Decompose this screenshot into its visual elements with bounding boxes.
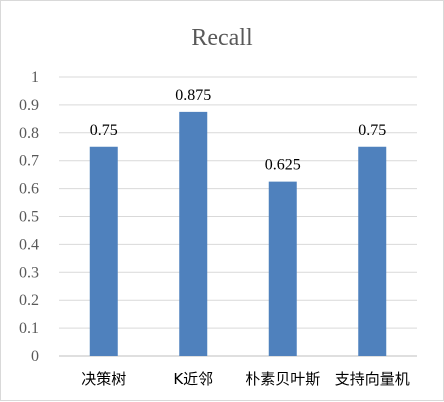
chart-title: Recall — [191, 25, 253, 51]
y-tick-label: 0.1 — [19, 320, 39, 337]
y-tick-label: 0.2 — [19, 292, 39, 309]
y-tick-label: 0.6 — [19, 181, 39, 198]
bar — [358, 147, 386, 356]
bar — [90, 147, 118, 356]
y-axis-ticks: 0 0.1 0.2 0.3 0.4 0.5 0.6 0.7 0.8 0.9 1 — [19, 69, 39, 365]
bar — [179, 112, 207, 356]
data-label: 0.75 — [90, 122, 118, 139]
x-category-label: K近邻 — [173, 370, 213, 388]
data-label: 0.75 — [358, 122, 386, 139]
y-tick-label: 0.8 — [19, 125, 39, 142]
y-tick-label: 0.9 — [19, 97, 39, 114]
y-tick-label: 1 — [31, 69, 39, 86]
y-tick-label: 0.3 — [19, 264, 39, 281]
y-tick-label: 0 — [31, 348, 39, 365]
data-label: 0.625 — [265, 157, 301, 174]
x-category-label: 决策树 — [81, 370, 126, 388]
x-category-label: 朴素贝叶斯 — [245, 370, 320, 388]
x-axis-categories: 决策树 K近邻 朴素贝叶斯 支持向量机 — [81, 370, 410, 388]
data-label: 0.875 — [175, 87, 211, 104]
bar — [269, 182, 297, 356]
y-tick-label: 0.5 — [19, 209, 39, 226]
y-tick-label: 0.7 — [19, 153, 39, 170]
bars — [90, 112, 387, 356]
y-tick-label: 0.4 — [19, 236, 39, 253]
x-category-label: 支持向量机 — [335, 370, 410, 388]
